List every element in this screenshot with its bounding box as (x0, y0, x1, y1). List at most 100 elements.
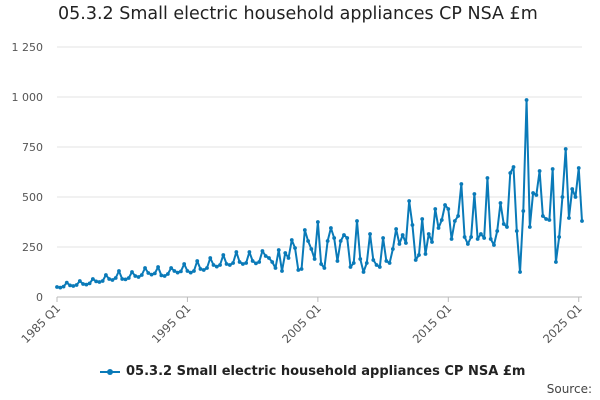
data-point[interactable] (64, 280, 69, 285)
data-point[interactable] (524, 98, 529, 102)
data-point[interactable] (443, 203, 447, 207)
data-point[interactable] (527, 225, 532, 229)
data-point[interactable] (397, 242, 402, 246)
data-point[interactable] (149, 272, 154, 277)
data-point[interactable] (263, 254, 268, 258)
data-point[interactable] (74, 283, 79, 287)
data-point[interactable] (234, 250, 239, 254)
data-point[interactable] (358, 257, 363, 261)
data-point[interactable] (146, 271, 151, 275)
data-point[interactable] (139, 273, 144, 277)
data-point[interactable] (299, 267, 304, 271)
data-point[interactable] (315, 220, 320, 224)
data-point[interactable] (563, 147, 568, 151)
data-point[interactable] (332, 236, 337, 240)
data-point[interactable] (293, 246, 297, 250)
data-point[interactable] (90, 277, 95, 281)
data-point[interactable] (342, 233, 346, 237)
data-point[interactable] (198, 267, 203, 271)
data-point[interactable] (547, 218, 552, 222)
data-point[interactable] (325, 239, 330, 243)
data-point[interactable] (126, 276, 131, 280)
data-point[interactable] (247, 250, 252, 254)
data-point[interactable] (267, 256, 271, 260)
data-point[interactable] (270, 260, 275, 264)
data-point[interactable] (426, 232, 431, 236)
data-point[interactable] (208, 256, 213, 260)
data-point[interactable] (384, 259, 389, 263)
data-point[interactable] (404, 241, 408, 245)
data-point[interactable] (371, 258, 376, 262)
data-point[interactable] (482, 236, 487, 240)
data-point[interactable] (104, 273, 108, 277)
data-point[interactable] (361, 270, 366, 274)
data-point[interactable] (456, 214, 460, 218)
data-point[interactable] (459, 182, 464, 186)
data-point[interactable] (61, 284, 66, 289)
data-point[interactable] (351, 261, 356, 265)
data-point[interactable] (511, 165, 516, 169)
data-point[interactable] (501, 222, 506, 226)
data-point[interactable] (400, 233, 405, 237)
data-point[interactable] (123, 277, 128, 282)
data-point[interactable] (472, 192, 477, 196)
data-point[interactable] (312, 257, 317, 261)
data-point[interactable] (179, 269, 183, 274)
data-point[interactable] (335, 259, 340, 263)
data-point[interactable] (136, 275, 141, 279)
data-point[interactable] (224, 262, 229, 266)
data-point[interactable] (159, 273, 164, 278)
data-point[interactable] (446, 207, 451, 211)
data-point[interactable] (244, 261, 249, 265)
data-point[interactable] (413, 258, 418, 262)
data-point[interactable] (534, 193, 539, 197)
data-point[interactable] (107, 277, 112, 281)
data-point[interactable] (302, 228, 307, 232)
data-point[interactable] (257, 260, 262, 264)
data-point[interactable] (130, 270, 134, 274)
data-point[interactable] (518, 270, 522, 274)
data-point[interactable] (195, 259, 200, 263)
data-point[interactable] (498, 201, 503, 205)
data-point[interactable] (156, 265, 160, 269)
data-point[interactable] (488, 237, 493, 241)
data-point[interactable] (286, 256, 291, 260)
data-point[interactable] (348, 265, 353, 269)
data-point[interactable] (143, 266, 147, 270)
data-point[interactable] (439, 218, 444, 222)
data-point[interactable] (227, 263, 232, 267)
data-point[interactable] (410, 223, 415, 227)
data-point[interactable] (550, 167, 555, 171)
data-point[interactable] (273, 266, 278, 270)
data-point[interactable] (133, 274, 138, 278)
data-point[interactable] (182, 262, 187, 266)
data-point[interactable] (276, 248, 281, 252)
data-point[interactable] (289, 238, 294, 242)
data-point[interactable] (387, 261, 392, 265)
data-point[interactable] (231, 261, 235, 265)
data-point[interactable] (211, 263, 216, 267)
data-point[interactable] (201, 268, 206, 272)
data-point[interactable] (531, 191, 535, 195)
data-point[interactable] (214, 264, 219, 269)
data-point[interactable] (423, 252, 428, 256)
data-point[interactable] (55, 285, 59, 289)
data-point[interactable] (283, 251, 288, 255)
data-point[interactable] (394, 227, 399, 231)
data-point[interactable] (185, 269, 190, 273)
data-point[interactable] (374, 263, 379, 267)
data-point[interactable] (580, 219, 584, 223)
data-point[interactable] (71, 284, 76, 288)
data-point[interactable] (420, 217, 425, 221)
data-point[interactable] (452, 219, 457, 223)
data-point[interactable] (169, 266, 174, 270)
data-point[interactable] (329, 226, 333, 230)
data-point[interactable] (495, 229, 500, 233)
data-point[interactable] (296, 268, 301, 272)
legend[interactable]: 05.3.2 Small electric household applianc… (100, 364, 525, 379)
data-point[interactable] (417, 253, 421, 257)
data-point[interactable] (537, 169, 542, 173)
data-point[interactable] (113, 276, 118, 280)
data-point[interactable] (162, 274, 167, 278)
data-point[interactable] (322, 266, 327, 270)
